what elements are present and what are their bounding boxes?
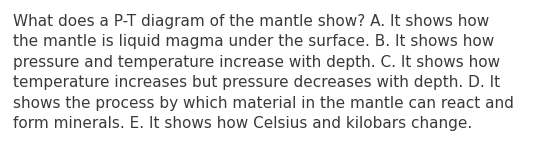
Text: What does a P-T diagram of the mantle show? A. It shows how
the mantle is liquid: What does a P-T diagram of the mantle sh…	[13, 14, 514, 131]
